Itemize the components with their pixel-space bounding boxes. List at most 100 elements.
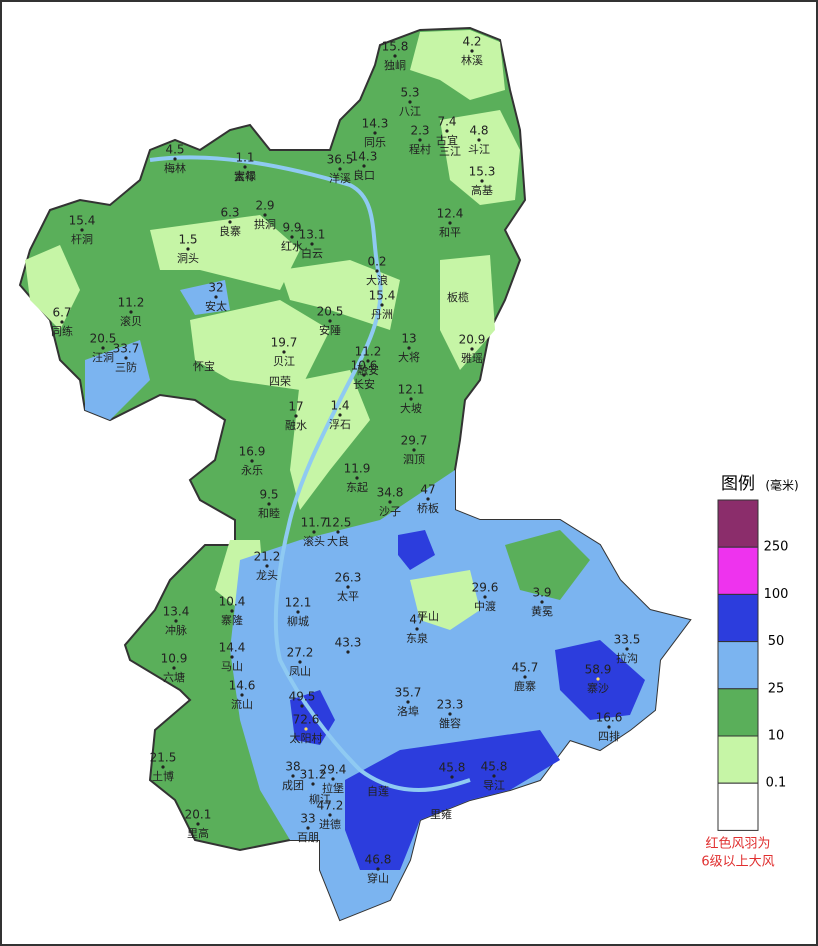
station-dot	[80, 228, 84, 232]
station-name: 成团	[282, 779, 304, 792]
station-name: 三防	[115, 360, 137, 374]
station-name: 太阳村	[290, 731, 323, 745]
station-dot	[373, 131, 377, 135]
region	[18, 26, 692, 922]
station-dot	[480, 179, 484, 183]
place-name: 自莲	[367, 785, 389, 798]
legend-swatch	[717, 735, 759, 784]
station-value: 4.2	[462, 35, 481, 49]
station-dot	[388, 500, 392, 504]
station-value: 15.4	[69, 214, 96, 228]
station-value: 34.8	[377, 486, 404, 500]
stations: 15.8独峒4.2林溪5.3八江14.3同乐2.3程村7.4古宜4.8斗江4.5…	[51, 35, 640, 886]
station-dot	[448, 221, 452, 225]
station-name: 杆洞	[71, 232, 93, 246]
station-dot	[409, 397, 413, 401]
legend-note: 红色风羽为	[705, 836, 770, 852]
station-name: 拉堡	[322, 781, 344, 795]
place-name: 怀宝	[193, 359, 215, 373]
station-dot	[304, 727, 308, 731]
station-name: 白云	[301, 246, 323, 260]
station-name: 汪洞	[92, 351, 114, 364]
station-dot	[294, 414, 298, 418]
station-value: 21.2	[254, 550, 281, 564]
station-name: 浮石	[329, 418, 351, 431]
station-value: 29.6	[472, 581, 499, 595]
legend-swatch	[717, 546, 759, 595]
station-dot	[492, 774, 496, 778]
station-value: 12.4	[437, 207, 464, 221]
station-dot	[408, 100, 412, 104]
station-name: 黄冕	[531, 604, 553, 618]
legend-swatch	[717, 782, 759, 831]
station-dot	[448, 712, 452, 716]
station-dot	[312, 530, 316, 534]
station-value: 16.9	[239, 445, 266, 459]
station-value: 1.1	[235, 151, 254, 165]
station-name: 东起	[346, 481, 368, 494]
station-value: 4.8	[469, 124, 488, 138]
station-name: 拉沟	[616, 651, 638, 665]
station-dot	[607, 725, 611, 729]
station-value: 36.5	[327, 153, 354, 167]
station-value: 7.4	[437, 115, 456, 129]
station-name: 凤山	[289, 665, 311, 678]
station-name: 梅林	[164, 161, 186, 175]
station-name: 永乐	[241, 463, 263, 477]
place-name: 大年	[234, 169, 256, 183]
station-dot	[228, 220, 232, 224]
station-dot	[355, 476, 359, 480]
station-dot	[282, 350, 286, 354]
station-value: 1.4	[330, 399, 349, 413]
station-value: 23.3	[437, 698, 464, 712]
station-value: 3.9	[532, 586, 551, 600]
station-name: 富禄	[234, 169, 256, 183]
station-value: 33.7	[113, 342, 140, 356]
station-name: 太平	[337, 590, 359, 603]
station-dot	[483, 595, 487, 599]
station-name: 和睦	[258, 507, 280, 520]
station-value: 20.9	[459, 333, 486, 347]
station-name: 柳城	[287, 614, 309, 628]
station-dot	[406, 700, 410, 704]
station-name: 同练	[51, 324, 73, 338]
station-value: 19.7	[271, 336, 298, 350]
legend-title: 图例	[721, 474, 755, 494]
station-value: 14.4	[219, 641, 246, 655]
station-name: 穿山	[367, 871, 389, 885]
station-dot	[265, 564, 269, 568]
station-name: 大将	[398, 350, 420, 364]
station-value: 45.8	[439, 761, 466, 775]
station-dot	[338, 167, 342, 171]
station-name: 洞头	[177, 252, 199, 265]
legend-label: 100	[764, 587, 789, 602]
station-value: 15.3	[469, 165, 496, 179]
station-value: 14.3	[351, 150, 378, 164]
station-dot	[101, 346, 105, 350]
legend-label: 250	[764, 540, 789, 555]
station-value: 11.9	[344, 462, 371, 476]
station-name: 八江	[399, 105, 421, 118]
place-name: 平山	[417, 610, 439, 623]
station-dot	[407, 346, 411, 350]
station-value: 6.3	[220, 206, 239, 220]
station-name: 滚头	[303, 534, 325, 548]
station-name: 中渡	[474, 599, 496, 613]
station-name: 红水	[281, 240, 303, 253]
station-dot	[267, 502, 271, 506]
station-dot	[196, 822, 200, 826]
station-value: 13.4	[163, 605, 190, 619]
station-name: 四排	[598, 729, 620, 743]
station-value: 4.5	[165, 143, 184, 157]
station-value: 31.2	[300, 768, 327, 782]
station-value: 21.5	[150, 751, 177, 765]
station-name: 高基	[471, 183, 493, 197]
station-dot	[470, 49, 474, 53]
station-name: 同乐	[364, 136, 386, 149]
station-dot	[477, 138, 481, 142]
station-value: 16.6	[596, 711, 623, 725]
station-name: 进德	[319, 817, 341, 831]
station-name: 雅瑶	[461, 351, 483, 365]
station-name: 鹿寨	[514, 679, 536, 693]
